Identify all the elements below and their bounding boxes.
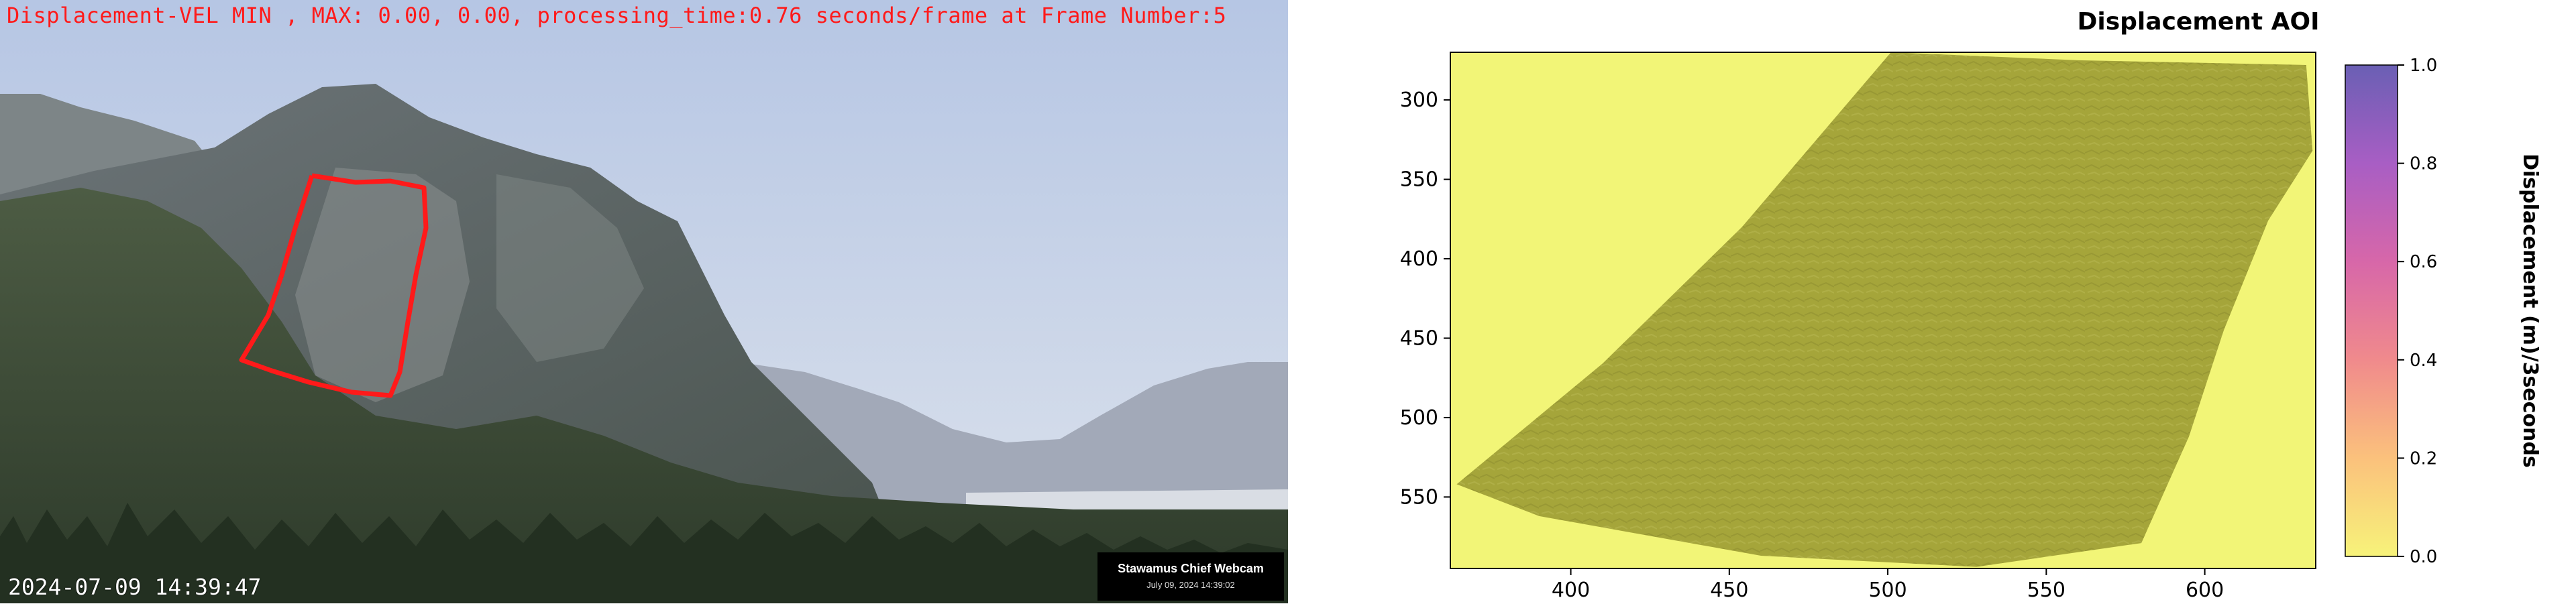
- distant-mountains: [738, 362, 1288, 509]
- webcam-badge: Stawamus Chief Webcam July 09, 2024 14:3…: [1097, 552, 1284, 601]
- y-tick-label: 300: [1400, 88, 1438, 112]
- plot-frame: [1450, 52, 2316, 569]
- webcam-date: July 09, 2024 14:39:02: [1146, 580, 1235, 590]
- aoi-region: [1456, 52, 2313, 567]
- webcam-scene: [0, 0, 1288, 603]
- y-tick-label: 400: [1400, 247, 1438, 271]
- y-tick-label: 450: [1400, 326, 1438, 350]
- colorbar: [2345, 64, 2398, 557]
- y-tick-label: 550: [1400, 485, 1438, 509]
- displacement-stats-overlay: Displacement-VEL MIN , MAX: 0.00, 0.00, …: [7, 3, 1227, 28]
- x-tick-label: 450: [1710, 579, 1748, 602]
- x-tick-label: 500: [1868, 579, 1907, 602]
- frame-timestamp: 2024-07-09 14:39:47: [8, 574, 262, 600]
- colorbar-ticks: 0.0 0.2 0.4 0.6 0.8 1.0: [2398, 56, 2437, 567]
- rock-face-highlight-2: [496, 174, 644, 362]
- x-tick-label: 600: [2186, 579, 2224, 602]
- colorbar-tick-label: 0.8: [2410, 154, 2437, 174]
- roi-polygon: [239, 173, 429, 398]
- webcam-name: Stawamus Chief Webcam: [1118, 562, 1264, 575]
- forested-slope: [0, 188, 1288, 603]
- y-tick-label: 500: [1400, 406, 1438, 430]
- colorbar-label: Displacement (m)/3seconds: [2518, 154, 2542, 468]
- displacement-heatmap: Displacement AOI 400 450 500 550 600 300 350 4…: [1400, 8, 2542, 602]
- colorbar-tick-label: 0.0: [2410, 547, 2437, 567]
- foreground-trees: [0, 503, 1288, 603]
- colorbar-tick-label: 1.0: [2410, 56, 2437, 76]
- colorbar-tick-label: 0.6: [2410, 252, 2437, 272]
- y-tick-label: 350: [1400, 168, 1438, 192]
- displacement-plot-panel: Displacement AOI 400 450 500 550 600 300 350 4…: [1288, 0, 2576, 603]
- x-axis: 400 450 500 550 600: [1552, 568, 2224, 602]
- plot-title: Displacement AOI: [2078, 8, 2320, 36]
- x-tick-label: 550: [2027, 579, 2065, 602]
- colorbar-tick-label: 0.2: [2410, 448, 2437, 469]
- colorbar-tick-label: 0.4: [2410, 351, 2437, 371]
- y-axis: 300 350 400 450 500 550: [1400, 88, 1450, 509]
- x-tick-label: 400: [1552, 579, 1590, 602]
- webcam-frame: Displacement-VEL MIN , MAX: 0.00, 0.00, …: [0, 0, 1288, 603]
